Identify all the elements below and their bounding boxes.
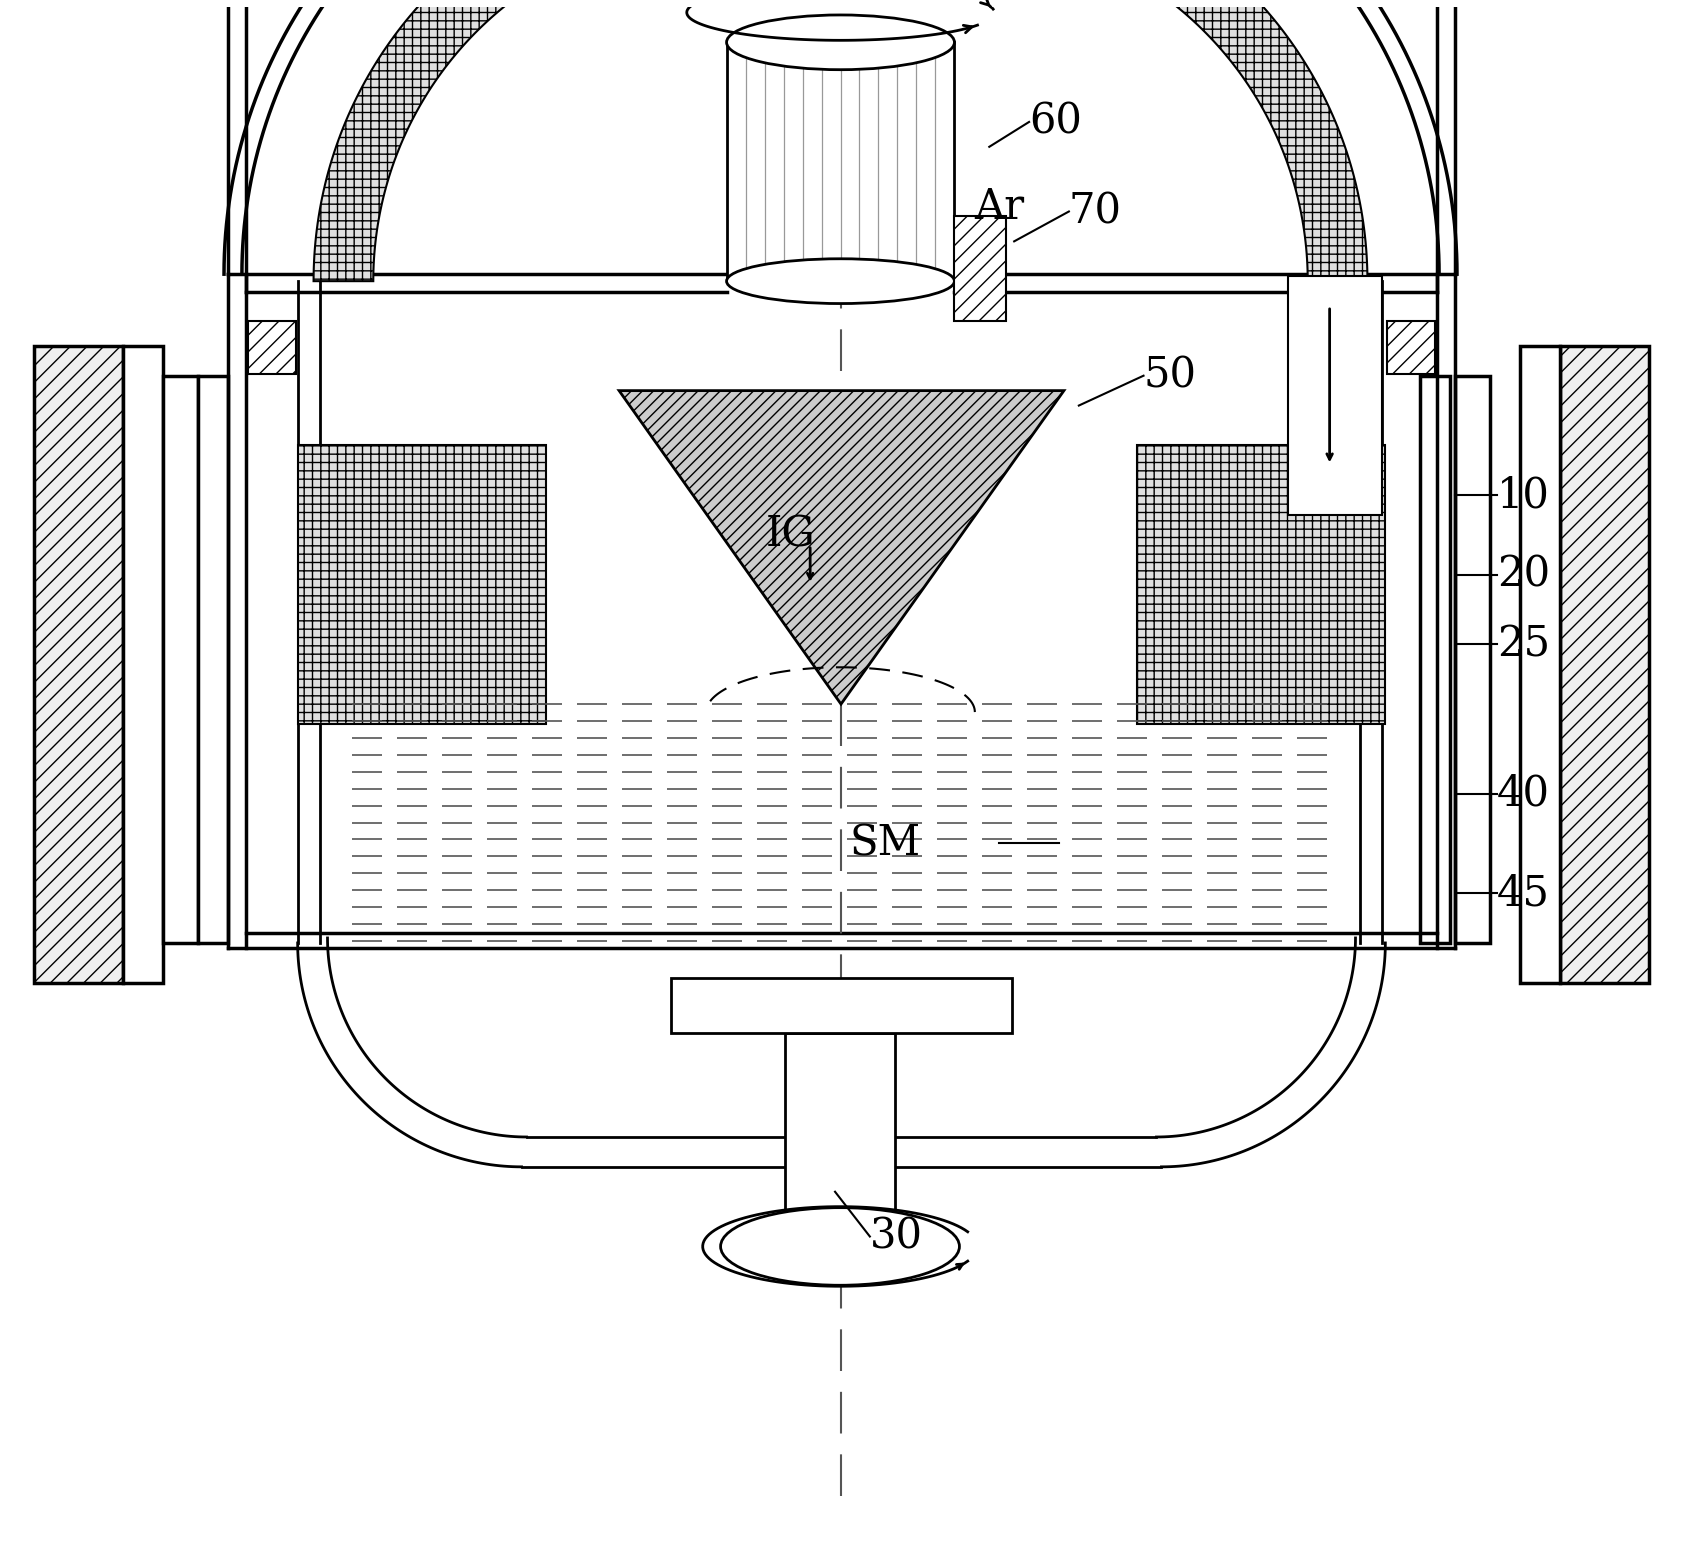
Bar xyxy=(34,346,123,983)
Bar xyxy=(727,42,954,281)
Bar xyxy=(671,977,1011,1033)
Bar xyxy=(198,376,227,943)
Bar xyxy=(1455,376,1489,943)
Text: 30: 30 xyxy=(870,1215,922,1257)
Text: Ar: Ar xyxy=(974,186,1024,227)
Bar xyxy=(123,346,163,983)
Bar xyxy=(1135,445,1384,724)
Ellipse shape xyxy=(720,1207,959,1285)
Text: 10: 10 xyxy=(1495,475,1549,516)
Text: SM: SM xyxy=(849,822,920,864)
Text: IG: IG xyxy=(765,513,814,557)
Polygon shape xyxy=(954,0,1367,281)
Polygon shape xyxy=(619,391,1063,703)
Bar xyxy=(954,216,1006,322)
Text: 20: 20 xyxy=(1495,553,1549,595)
Bar xyxy=(1519,346,1559,983)
Bar xyxy=(247,322,296,374)
Bar xyxy=(163,376,198,943)
Text: 50: 50 xyxy=(1142,354,1196,397)
Bar xyxy=(785,1033,895,1212)
Text: 40: 40 xyxy=(1495,773,1549,815)
Text: 25: 25 xyxy=(1495,623,1549,665)
Bar xyxy=(1287,277,1381,515)
Bar xyxy=(1420,376,1450,943)
Bar xyxy=(1386,322,1435,374)
Ellipse shape xyxy=(727,15,954,70)
Bar xyxy=(1559,346,1648,983)
Ellipse shape xyxy=(727,258,954,303)
Bar xyxy=(298,445,547,724)
Text: 70: 70 xyxy=(1068,190,1122,232)
Text: 45: 45 xyxy=(1495,872,1549,914)
Polygon shape xyxy=(313,0,727,281)
Text: 60: 60 xyxy=(1028,100,1082,142)
